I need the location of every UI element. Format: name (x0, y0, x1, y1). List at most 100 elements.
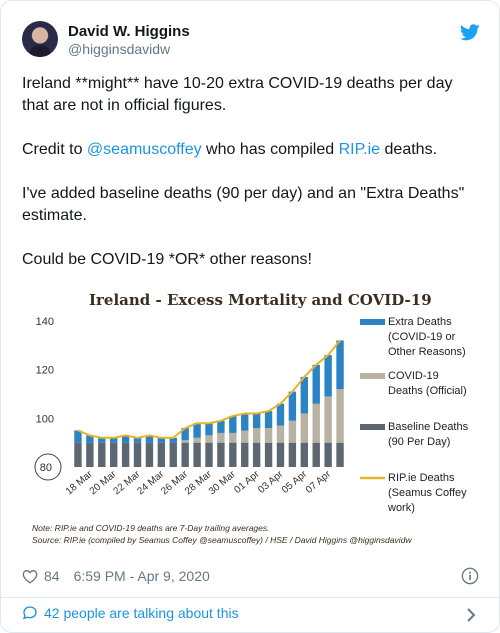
y-tick-label: 140 (36, 316, 54, 328)
y-tick-label: 120 (36, 365, 54, 377)
bar-extra (74, 430, 82, 443)
bar-baseline (336, 442, 344, 467)
bar-extra (264, 411, 273, 429)
y-tick-label: 80 (40, 462, 52, 474)
divider (1, 597, 500, 598)
x-tick-label: 05 Apr (280, 468, 310, 495)
bar-baseline (145, 442, 154, 467)
legend-label: Baseline Deaths (90 Per Day) (388, 421, 469, 448)
y-min-circle (34, 453, 62, 481)
bar-baseline (276, 442, 285, 467)
chart-note: Note: RIP.ie and COVID-19 deaths are 7-D… (32, 523, 270, 533)
bar-extra (241, 413, 249, 431)
bar-extra (252, 413, 261, 429)
bar-baseline (169, 442, 177, 467)
bar-extra (229, 415, 237, 433)
bar-extra (336, 340, 344, 390)
legend-label: COVID-19 Deaths (Official) (388, 370, 467, 397)
bar-baseline (157, 442, 166, 467)
bar-baseline (217, 442, 225, 467)
chart-title: Ireland - Excess Mortality and COVID-19 (89, 291, 432, 309)
y-tick-label: 100 (36, 413, 54, 425)
x-tick-label: 03 Apr (256, 468, 286, 495)
bar-official (181, 440, 189, 443)
bar-extra (276, 403, 285, 426)
bar-extra (324, 355, 332, 397)
bar-baseline (181, 442, 189, 467)
bar-baseline (205, 442, 213, 467)
legend-swatch (360, 373, 385, 379)
author-name[interactable]: David W. Higgins (68, 23, 190, 40)
bar-baseline (241, 442, 249, 467)
bar-extra (110, 437, 118, 443)
legend-label: RIP.ie Deaths (Seamus Coffey work) (387, 472, 467, 514)
x-tick-label: 07 Apr (304, 468, 334, 495)
info-icon[interactable] (461, 567, 479, 585)
conversation-count: 42 people are talking about this (44, 605, 239, 621)
bar-extra (205, 423, 213, 436)
bar-official (288, 420, 297, 443)
bar-baseline (288, 442, 297, 467)
x-tick-label: 01 Apr (232, 468, 262, 495)
tweet-meta: 84 6:59 PM - Apr 9, 2020 (22, 566, 210, 586)
tweet-line: Ireland **might** have 10-20 extra COVID… (22, 75, 453, 114)
tweet-line: Could be COVID-19 *OR* other reasons! (22, 251, 312, 268)
ripie-line (77, 339, 341, 439)
bar-official (252, 428, 261, 443)
bar-official (217, 432, 225, 443)
bar-baseline (121, 442, 130, 467)
like-count[interactable]: 84 (44, 568, 60, 584)
credit-middle: who has compiled (201, 141, 339, 158)
ripie-link[interactable]: RIP.ie (338, 141, 381, 158)
bar-official (276, 425, 285, 443)
bar-extra (133, 437, 142, 443)
bar-baseline (193, 442, 201, 467)
credit-prefix: Credit to (22, 141, 87, 158)
bar-baseline (264, 442, 273, 467)
bar-official (241, 430, 249, 443)
bar-official (264, 428, 273, 443)
legend-label: Extra Deaths (COVID-19 or Other Reasons) (388, 316, 466, 358)
bar-extra (98, 437, 106, 443)
legend-swatch (360, 424, 385, 430)
author-handle[interactable]: @higginsdavidw (68, 41, 171, 57)
timestamp[interactable]: 6:59 PM - Apr 9, 2020 (73, 568, 210, 584)
bar-extra (300, 376, 308, 414)
credit-suffix: deaths. (380, 141, 438, 158)
bar-official (300, 413, 308, 443)
bar-extra (157, 437, 166, 443)
x-tick-label: 30 Mar (207, 468, 238, 497)
excess-mortality-chart[interactable]: Ireland - Excess Mortality and COVID-19 … (22, 287, 482, 551)
bar-extra (217, 420, 225, 433)
bar-baseline (74, 442, 82, 467)
bar-baseline (133, 442, 142, 467)
bar-baseline (229, 442, 237, 467)
legend-swatch (360, 319, 385, 325)
bar-extra (312, 364, 320, 404)
bar-extra (193, 423, 201, 438)
speech-bubble-icon (22, 606, 37, 620)
avatar[interactable] (22, 21, 58, 57)
bar-extra (86, 435, 94, 443)
bar-extra (145, 435, 154, 443)
chart-source: Source: RIP.ie (compiled by Seamus Coffe… (32, 535, 412, 545)
twitter-bird-icon[interactable] (460, 24, 480, 41)
chevron-right-icon[interactable] (466, 607, 476, 623)
bar-extra (181, 428, 189, 441)
bar-official (324, 396, 332, 443)
tweet-credit-line: Credit to @seamuscoffey who has compiled… (22, 139, 482, 161)
bar-extra (121, 435, 130, 443)
mention-link[interactable]: @seamuscoffey (86, 141, 202, 158)
bar-official (193, 437, 201, 443)
tweet-text: Ireland **might** have 10-20 extra COVID… (22, 73, 482, 293)
conversation-link[interactable]: 42 people are talking about this (22, 605, 239, 621)
bar-extra (288, 391, 297, 421)
tweet-line: I've added baseline deaths (90 per day) … (22, 185, 465, 224)
bar-extra (169, 437, 177, 443)
bar-official (336, 389, 344, 443)
bar-baseline (110, 442, 118, 467)
bar-baseline (98, 442, 106, 467)
heart-icon[interactable] (22, 569, 38, 584)
bar-official (312, 403, 320, 443)
